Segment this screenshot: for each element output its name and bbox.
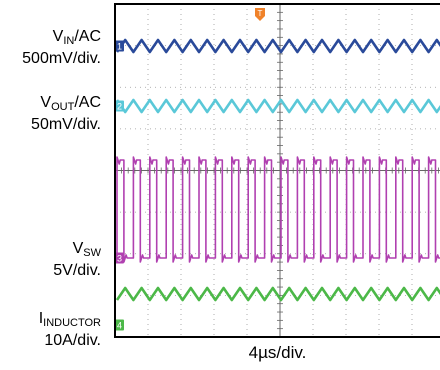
trigger-marker: T [255, 8, 265, 21]
channel-3-marker-number: 3 [117, 254, 122, 264]
channel-1-marker-number: 1 [117, 42, 122, 52]
trace-channel-3 [115, 156, 440, 263]
trace-channel-1 [115, 38, 440, 54]
channel-2-marker-number: 2 [117, 102, 122, 112]
plot-grid [114, 3, 440, 338]
trigger-marker-label: T [258, 9, 263, 18]
trace-channel-4 [115, 286, 440, 302]
x-axis-label: 4µs/div. [248, 343, 307, 362]
channel-4-name: IINDUCTOR [38, 310, 101, 329]
channel-1-name: VIN/AC [52, 28, 101, 47]
channel-1-scale: 500mV/div. [22, 50, 101, 67]
channel-3-label: VSW 5V/div. [53, 240, 101, 280]
channel-2-marker: 2 [115, 100, 124, 112]
plot-traces [115, 38, 440, 302]
channel-2-name: VOUT/AC [40, 94, 101, 113]
channel-2-label: VOUT/AC 50mV/div. [31, 94, 101, 134]
channel-4-marker: 4 [115, 319, 124, 331]
trace-channel-2 [115, 98, 440, 114]
channel-markers: 1 2 3 4 [115, 40, 124, 331]
channel-3-scale: 5V/div. [53, 262, 101, 279]
channel-1-marker: 1 [115, 40, 124, 52]
plot-border [114, 3, 440, 338]
channel-3-name: VSW [72, 240, 101, 259]
channel-4-marker-number: 4 [117, 321, 122, 331]
channel-3-marker: 3 [115, 252, 124, 264]
channel-4-label: IINDUCTOR 10A/div. [39, 310, 101, 350]
channel-4-scale: 10A/div. [44, 332, 101, 349]
channel-1-label: VIN/AC 500mV/div. [22, 28, 101, 68]
channel-2-scale: 50mV/div. [31, 116, 101, 133]
